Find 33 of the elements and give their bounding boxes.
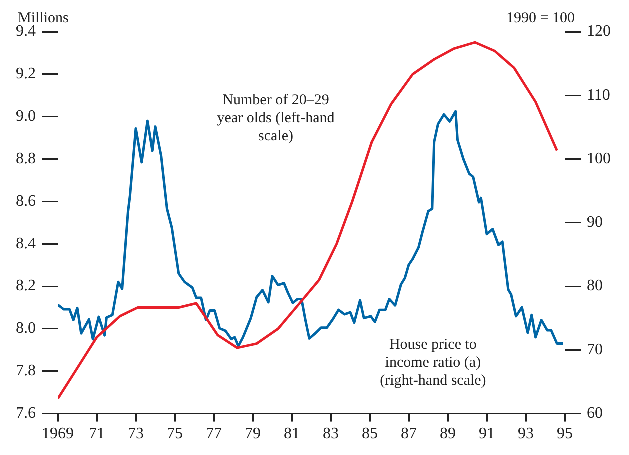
- x-tick-label: 81: [284, 426, 300, 443]
- y-tick-label: 9.0: [16, 108, 36, 126]
- text: Number of 20–29 year olds (left-hand scale): [217, 92, 336, 145]
- y2-tick-label: 100: [587, 150, 611, 168]
- x-tick-label: 75: [167, 426, 183, 443]
- y2-tick-label: 110: [587, 86, 610, 104]
- y-tick-label: 8.4: [16, 235, 36, 252]
- x-tick-label: 85: [362, 426, 378, 443]
- x-tick-label: 79: [245, 426, 261, 443]
- y2-tick-label: 120: [587, 23, 611, 40]
- x-tick-label: 73: [128, 426, 144, 443]
- y-tick-label: 8.8: [16, 150, 36, 168]
- y-tick-label: 9.2: [16, 66, 36, 83]
- x-tick-label: 93: [518, 426, 534, 443]
- y-tick-label: 7.6: [16, 405, 36, 422]
- y-tick-label: 7.8: [16, 362, 36, 380]
- x-tick-label: 77: [206, 426, 222, 443]
- x-tick-label: 87: [401, 426, 417, 443]
- y2-tick-label: 80: [587, 278, 603, 295]
- y2-tick-label: 60: [587, 405, 603, 422]
- x-tick-label: 83: [323, 426, 339, 443]
- y2-axis-title: 1990 = 100: [506, 10, 575, 26]
- x-tick-label: 95: [557, 426, 573, 443]
- x-tick-label: 71: [89, 426, 105, 443]
- x-tick-label: 91: [479, 426, 495, 443]
- y2-tick-label: 90: [587, 214, 603, 232]
- y-tick-label: 8.2: [16, 278, 36, 295]
- y2-tick-label: 70: [587, 341, 603, 358]
- y-tick-label: 8.0: [16, 320, 36, 338]
- series-label: House price to income ratio (a) (right-hand scale): [380, 336, 486, 389]
- y-tick-label: 8.6: [16, 192, 36, 210]
- x-tick-label: 89: [440, 426, 456, 443]
- x-tick-label: 1969: [42, 426, 74, 443]
